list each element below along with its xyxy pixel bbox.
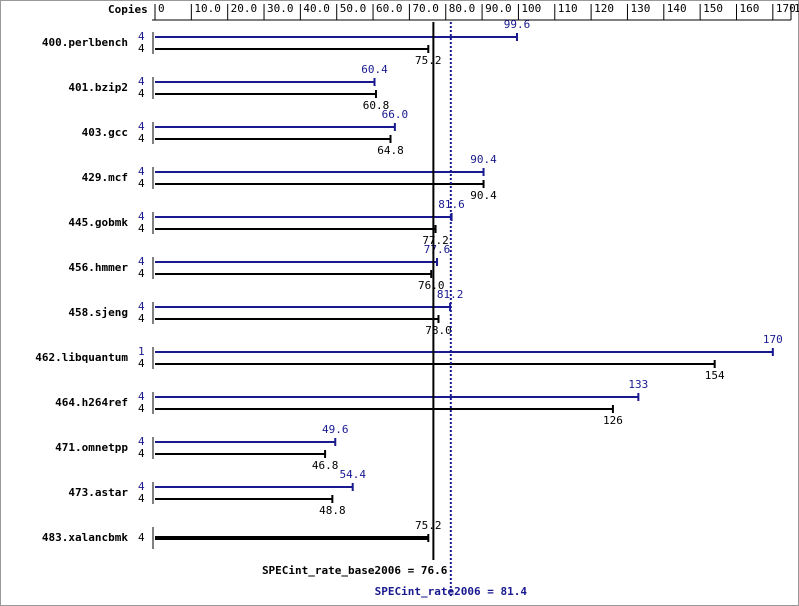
copies-label: 4 — [138, 390, 145, 403]
benchmark-label: 462.libquantum — [35, 351, 128, 364]
benchmark-label: 400.perlbench — [42, 36, 128, 49]
copies-label: 4 — [138, 177, 145, 190]
x-tick-label: 100 — [521, 2, 541, 15]
value-label: 54.4 — [339, 468, 366, 481]
copies-label: 4 — [138, 357, 145, 370]
benchmark-label: 429.mcf — [82, 171, 128, 184]
copies-label: 4 — [138, 531, 145, 544]
copies-label: 4 — [138, 210, 145, 223]
x-tick-label: 30.0 — [267, 2, 294, 15]
benchmark-label: 471.omnetpp — [55, 441, 128, 454]
x-tick-label: 60.0 — [376, 2, 403, 15]
base-metric-label: SPECint_rate_base2006 = 76.6 — [262, 564, 448, 577]
x-tick-label: 110 — [558, 2, 578, 15]
x-tick-label: 20.0 — [231, 2, 258, 15]
benchmark-label: 401.bzip2 — [68, 81, 128, 94]
x-tick-label: 150 — [703, 2, 723, 15]
x-tick-label: 10.0 — [194, 2, 221, 15]
copies-label: 4 — [138, 120, 145, 133]
benchmark-label: 464.h264ref — [55, 396, 128, 409]
copies-label: 4 — [138, 492, 145, 505]
value-label: 75.2 — [415, 54, 442, 67]
x-tick-label: 80.0 — [449, 2, 476, 15]
copies-label: 4 — [138, 255, 145, 268]
copies-label: 4 — [138, 30, 145, 43]
copies-label: 4 — [138, 435, 145, 448]
benchmark-label: 403.gcc — [82, 126, 128, 139]
value-label: 77.6 — [424, 243, 451, 256]
value-label: 64.8 — [377, 144, 404, 157]
copies-label: 4 — [138, 222, 145, 235]
x-tick-label: 90.0 — [485, 2, 512, 15]
value-label: 60.4 — [361, 63, 388, 76]
copies-label: 4 — [138, 75, 145, 88]
value-label: 154 — [705, 369, 725, 382]
benchmark-label: 458.sjeng — [68, 306, 128, 319]
value-label: 48.8 — [319, 504, 346, 517]
value-label: 49.6 — [322, 423, 349, 436]
x-tick-label: 140 — [667, 2, 687, 15]
value-label: 90.4 — [470, 153, 497, 166]
value-label: 78.0 — [425, 324, 452, 337]
value-label: 81.6 — [438, 198, 465, 211]
copies-label: 4 — [138, 165, 145, 178]
copies-label: 4 — [138, 447, 145, 460]
x-tick-label: 50.0 — [340, 2, 367, 15]
value-label: 99.6 — [504, 18, 531, 31]
x-tick-label: 0 — [158, 2, 165, 15]
x-tick-label: 160 — [739, 2, 759, 15]
value-label: 75.2 — [415, 519, 442, 532]
value-label: 90.4 — [470, 189, 497, 202]
value-label: 46.8 — [312, 459, 339, 472]
value-label: 60.8 — [363, 99, 390, 112]
value-label: 126 — [603, 414, 623, 427]
copies-label: 4 — [138, 87, 145, 100]
copies-label: 4 — [138, 312, 145, 325]
x-tick-label: 170 — [776, 2, 796, 15]
x-tick-label: 175 — [794, 2, 799, 15]
x-tick-label: 40.0 — [303, 2, 330, 15]
copies-label: 4 — [138, 132, 145, 145]
value-label: 77.2 — [422, 234, 449, 247]
copies-label: 4 — [138, 402, 145, 415]
x-tick-label: 70.0 — [412, 2, 439, 15]
benchmark-label: 473.astar — [68, 486, 128, 499]
copies-header: Copies — [108, 3, 148, 16]
value-label: 170 — [763, 333, 783, 346]
value-label: 76.0 — [418, 279, 445, 292]
copies-label: 4 — [138, 42, 145, 55]
copies-label: 1 — [138, 345, 145, 358]
benchmark-label: 445.gobmk — [68, 216, 128, 229]
benchmark-label: 483.xalancbmk — [42, 531, 128, 544]
copies-label: 4 — [138, 300, 145, 313]
copies-label: 4 — [138, 480, 145, 493]
value-label: 66.0 — [382, 108, 409, 121]
x-tick-label: 130 — [630, 2, 650, 15]
x-tick-label: 120 — [594, 2, 614, 15]
copies-label: 4 — [138, 267, 145, 280]
value-label: 133 — [628, 378, 648, 391]
peak-metric-label: SPECint_rate2006 = 81.4 — [375, 585, 528, 598]
benchmark-label: 456.hmmer — [68, 261, 128, 274]
